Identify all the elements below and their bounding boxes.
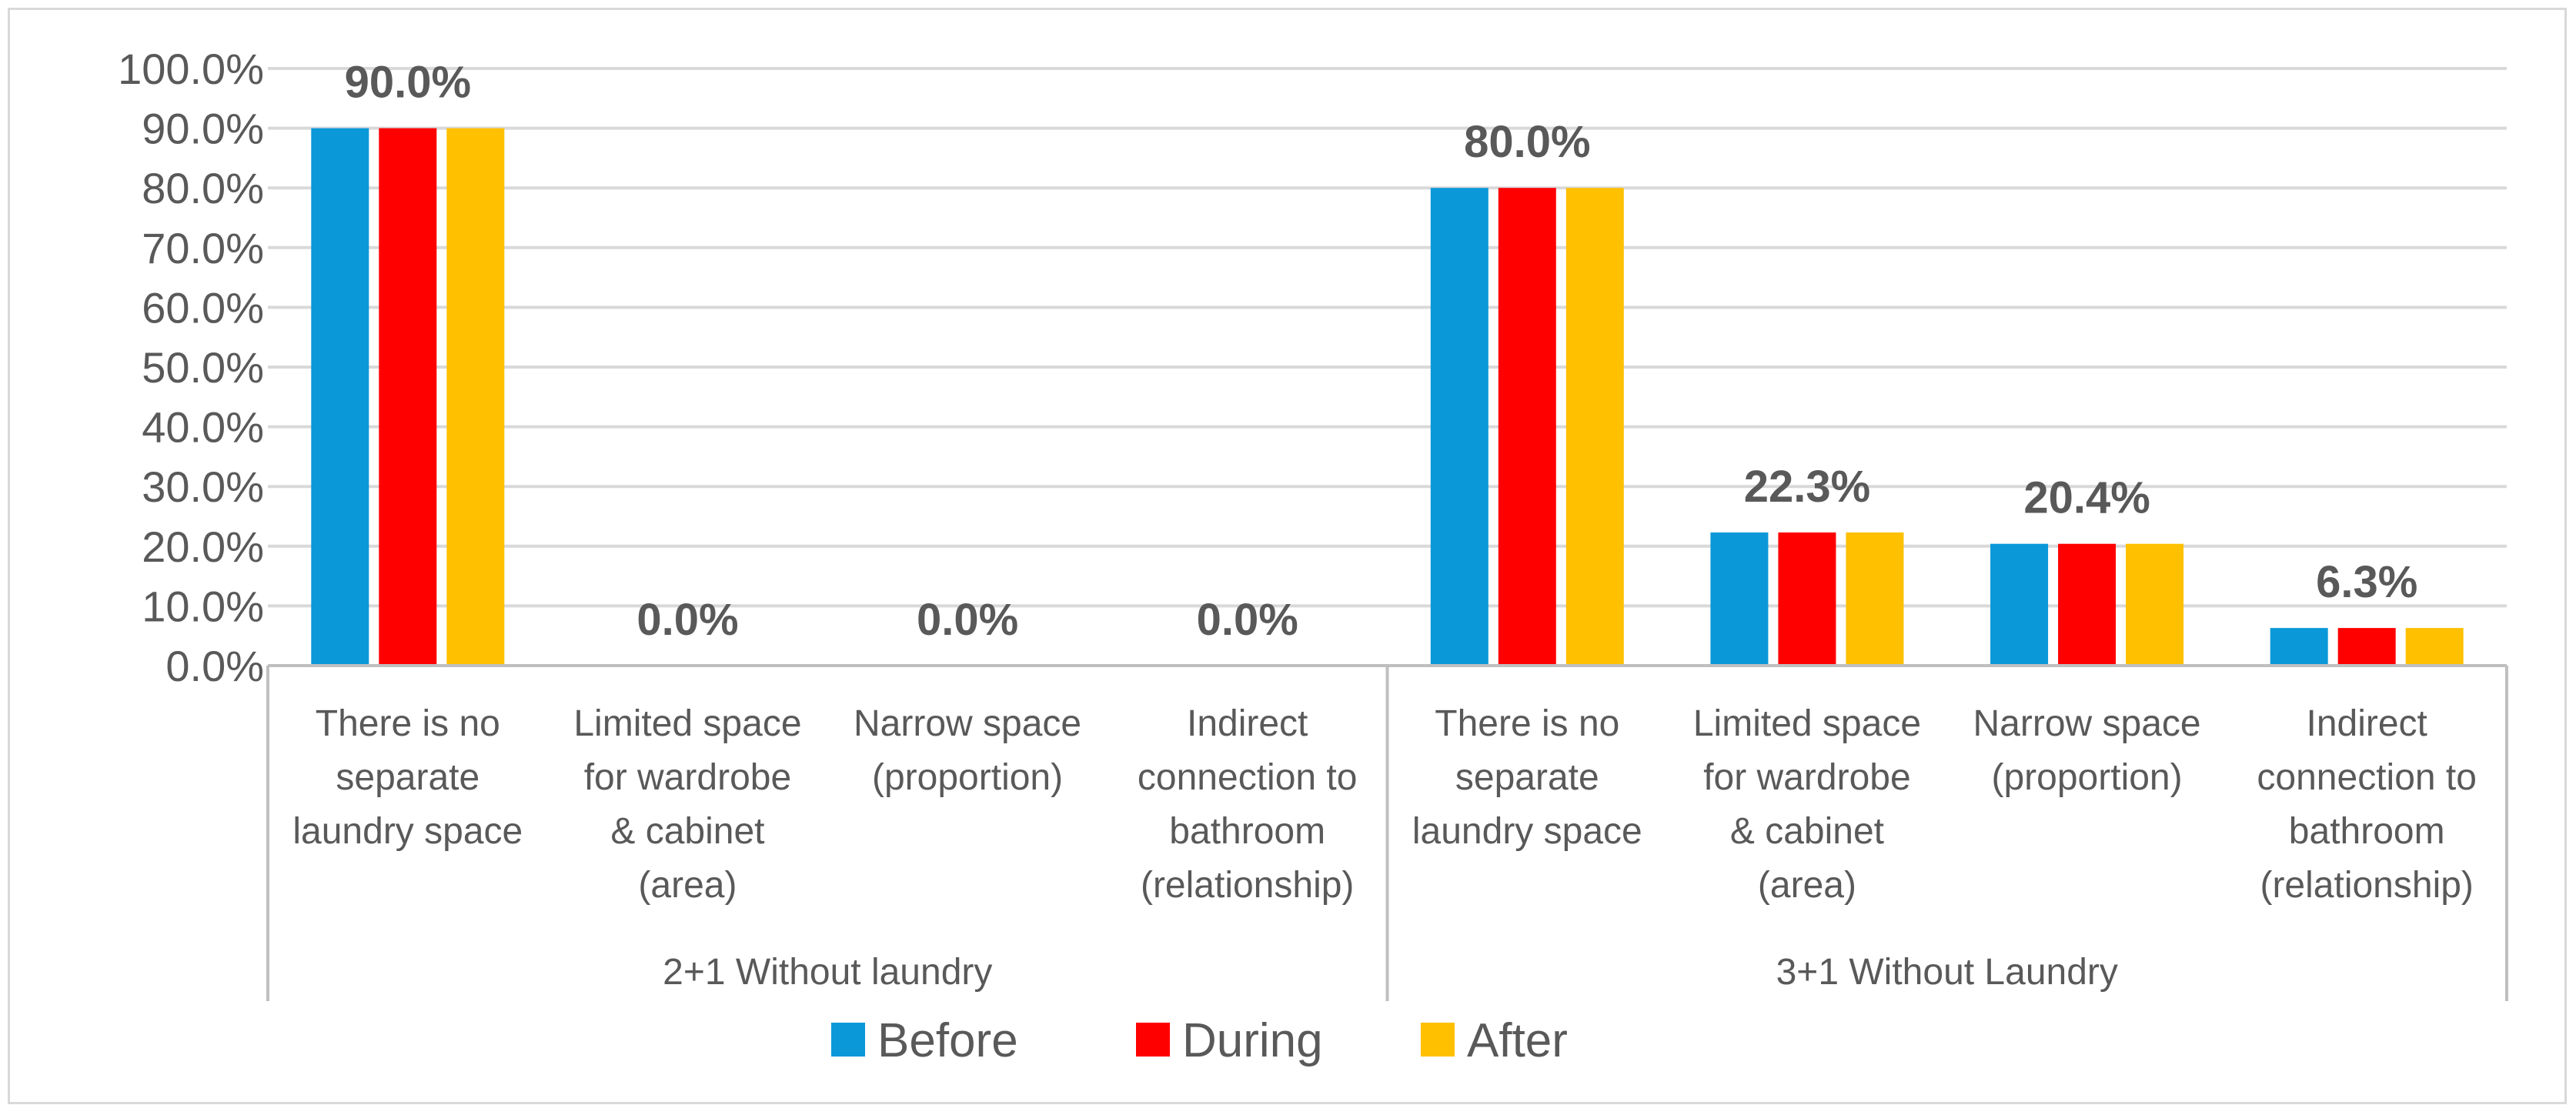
y-tick-label: 90.0% [142,105,264,153]
bar-after [446,128,505,666]
category-label: & cabinet [610,811,764,852]
category-label: There is no [1435,703,1619,744]
bar-during [1778,532,1836,666]
y-tick-label: 20.0% [142,522,264,571]
y-tick-label: 50.0% [142,343,264,392]
group-label: 2+1 Without laundry [663,952,992,993]
category-label: for wardrobe [584,757,791,798]
y-tick-label: 60.0% [142,283,264,332]
category-label: connection to [2257,757,2477,798]
group-label: 3+1 Without Laundry [1776,952,2118,993]
category-label: Narrow space [854,703,1081,744]
category-label: separate [336,757,479,798]
legend-swatch-after [1421,1023,1455,1057]
category-label: (area) [638,865,737,906]
y-tick-label: 0.0% [165,642,264,690]
category-label: connection to [1138,757,1358,798]
category-label: Indirect [2306,703,2427,744]
data-label: 20.4% [2023,473,2150,523]
category-label: Narrow space [1973,703,2201,744]
data-label: 0.0% [636,595,738,645]
bar-before [1710,532,1769,666]
category-label: (relationship) [1141,865,1354,906]
bar-during [379,128,437,666]
data-label: 6.3% [2316,557,2417,607]
y-tick-label: 80.0% [142,164,264,212]
bar-after [2405,628,2464,666]
data-label: 22.3% [1744,462,1870,512]
y-tick-label: 70.0% [142,224,264,272]
legend-label-after: After [1467,1014,1568,1067]
data-label: 90.0% [345,58,471,108]
category-label: bathroom [1169,811,1325,852]
category-label: (area) [1758,865,1856,906]
bar-before [2270,628,2328,666]
bar-during [2058,543,2117,666]
y-tick-label: 100.0% [118,45,264,93]
data-label: 0.0% [1197,595,1298,645]
category-label: (relationship) [2260,865,2473,906]
category-label: laundry space [1412,811,1642,852]
bar-before [1990,543,2049,666]
category-label: (proportion) [872,757,1063,798]
bar-after [1565,188,1624,666]
y-tick-label: 40.0% [142,403,264,452]
bar-after [1846,532,1904,666]
data-label: 80.0% [1464,117,1590,167]
data-label: 0.0% [917,595,1018,645]
y-tick-label: 10.0% [142,582,264,630]
category-label: Limited space [1693,703,1921,744]
bar-after [2126,543,2184,666]
bar-during [2337,628,2396,666]
category-label: There is no [316,703,500,744]
bar-chart: 0.0% 10.0% 20.0% 30.0% 40.0% 50.0% 60.0% 70.0% 8… [118,45,2508,1067]
y-tick-label: 30.0% [142,462,264,511]
legend-label-during: During [1182,1014,1323,1067]
category-label: (proportion) [1992,757,2183,798]
bar-before [1430,188,1488,666]
category-label: & cabinet [1730,811,1884,852]
bar-before [311,128,369,666]
bar-during [1498,188,1556,666]
category-label: for wardrobe [1703,757,1910,798]
legend-label-before: Before [877,1014,1018,1067]
legend-swatch-before [831,1023,865,1057]
category-label: bathroom [2289,811,2445,852]
category-label: Limited space [573,703,801,744]
category-label: Indirect [1187,703,1308,744]
legend-swatch-during [1136,1023,1170,1057]
chart-frame: 0.0% 10.0% 20.0% 30.0% 40.0% 50.0% 60.0% 70.0% 8… [8,8,2567,1104]
category-label: laundry space [292,811,523,852]
category-label: separate [1455,757,1599,798]
